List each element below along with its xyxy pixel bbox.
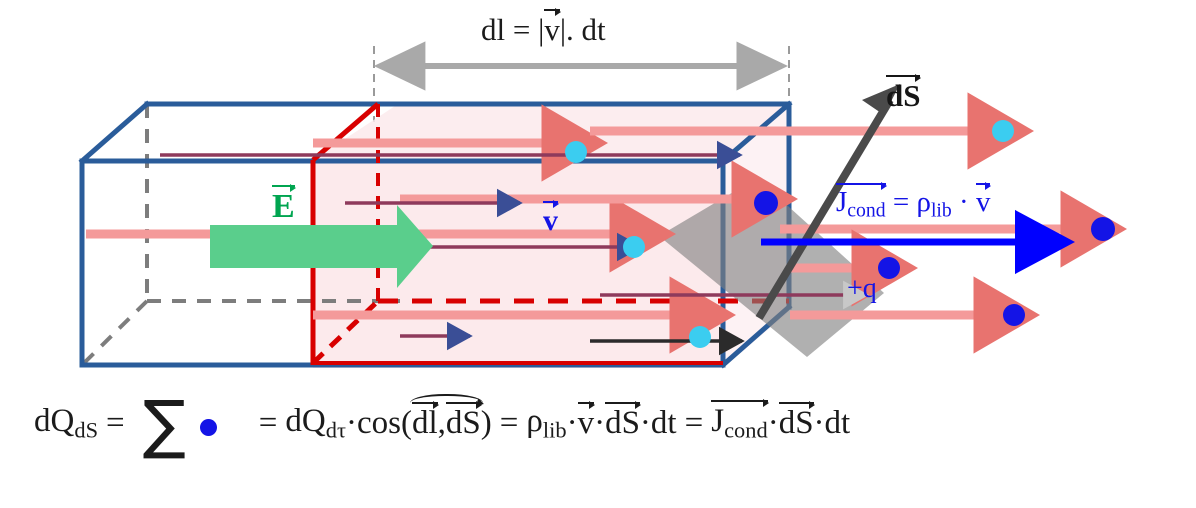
- charge-flow-lines: [86, 92, 1127, 354]
- eq-lhs: dQdS: [34, 403, 99, 443]
- ds-normal-arrow: [755, 84, 900, 321]
- eq-equals-3: =: [499, 405, 519, 442]
- box-hidden-edges: [80, 104, 400, 367]
- eq-cdot-1: ·: [346, 405, 358, 442]
- flux-equation: dQdS = ∑ = dQdτ · cos(dl, dS) = ρlib · v …: [34, 388, 851, 462]
- eq-cos-term: cos(dl, dS): [357, 393, 492, 440]
- velocity-label: v: [543, 200, 559, 236]
- eq-jcond-vector: Jcond: [711, 398, 770, 442]
- eq-dt-1: dt: [650, 405, 677, 442]
- charge-dot-glyph: [199, 419, 217, 437]
- eq-rho-lib: ρlib: [526, 403, 567, 443]
- summation-symbol: ∑: [142, 388, 186, 462]
- eq-cdot-2: ·: [566, 405, 578, 442]
- eq-dq-dtau: dQdτ: [285, 403, 347, 443]
- eq-cdot-4: ·: [639, 405, 651, 442]
- eq-cdot-5: ·: [767, 405, 779, 442]
- eq-dt-2: dt: [824, 405, 851, 442]
- eq-dS-vector-2: dS: [778, 400, 815, 440]
- dl-length-label: dl = | v|. dt: [481, 8, 606, 45]
- e-field-arrow: [210, 205, 433, 288]
- eq-equals-1: =: [106, 405, 125, 442]
- eq-equals-4: =: [684, 405, 704, 442]
- ds-surface-label: dS: [886, 74, 922, 111]
- eq-cdot-3: ·: [594, 405, 606, 442]
- charge-q-label: +q: [847, 273, 877, 304]
- eq-dS-vector-1: dS: [605, 400, 641, 440]
- charge-particles: [565, 120, 1115, 348]
- e-field-label: E: [272, 183, 296, 224]
- eq-equals-2: =: [258, 405, 278, 442]
- jcond-equation-label: Jcond = ρlib · v: [836, 182, 991, 221]
- eq-cdot-6: ·: [813, 405, 825, 442]
- eq-v-vector: v: [577, 400, 595, 440]
